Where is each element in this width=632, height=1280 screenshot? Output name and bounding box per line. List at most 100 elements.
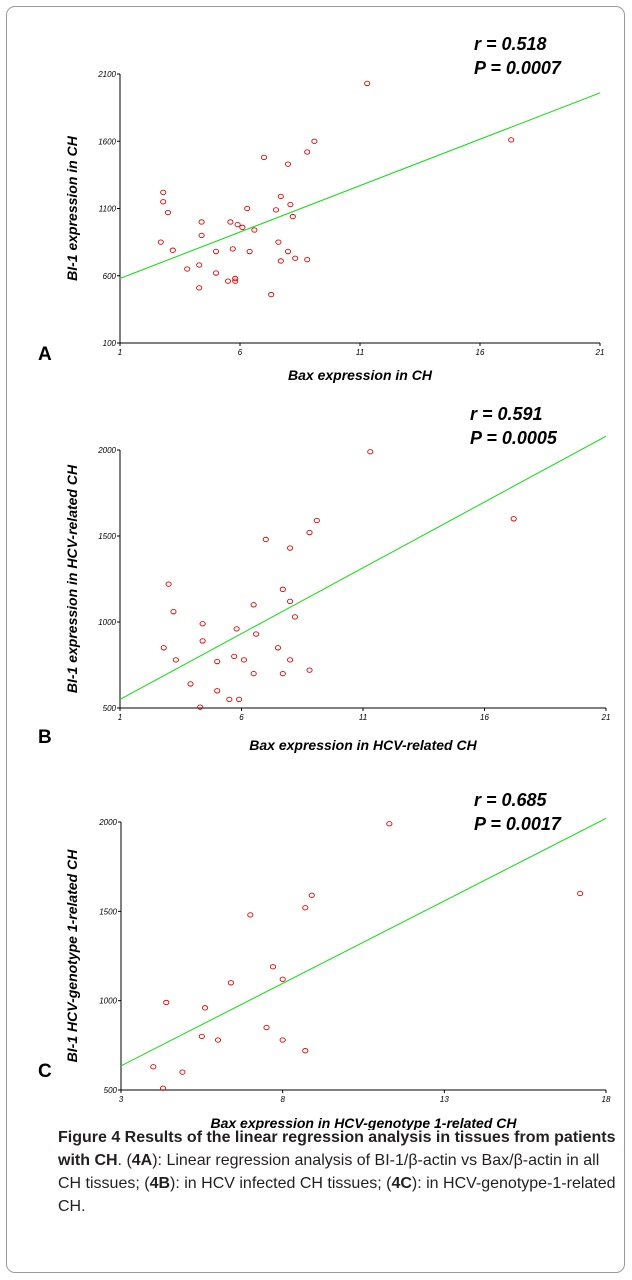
data-point — [253, 631, 260, 637]
data-point — [364, 80, 371, 87]
data-point — [284, 161, 292, 167]
x-tick-label: 1 — [118, 348, 122, 357]
data-point — [247, 912, 254, 918]
data-point — [279, 586, 286, 592]
data-point — [308, 892, 315, 898]
data-point — [226, 696, 233, 703]
data-point — [160, 189, 167, 196]
data-point — [160, 645, 167, 651]
data-point — [287, 657, 294, 663]
caption-text-4: ): in HCV-genotype-1-related CH. — [58, 1175, 616, 1215]
data-point — [577, 890, 584, 897]
data-point — [292, 255, 299, 261]
data-point — [172, 657, 179, 663]
panel-label: A — [38, 344, 52, 365]
data-point — [196, 285, 203, 291]
data-point — [233, 626, 240, 632]
data-point — [508, 137, 515, 143]
x-tick-label: 21 — [595, 348, 605, 357]
x-axis-label: Bax expression in HCV-genotype 1-related… — [210, 1115, 517, 1130]
data-point — [306, 529, 313, 536]
data-point — [277, 193, 284, 200]
caption-ref-4c: 4C — [391, 1175, 412, 1192]
data-point — [244, 205, 251, 212]
data-point — [214, 688, 221, 694]
data-point — [165, 581, 172, 587]
y-tick-label: 2100 — [97, 70, 116, 79]
y-tick-label: 2000 — [97, 446, 116, 455]
stat-p: P = 0.0017 — [474, 814, 562, 834]
data-point — [367, 449, 374, 455]
panel-label: C — [38, 1061, 52, 1082]
data-point — [199, 638, 206, 644]
data-point — [170, 609, 177, 615]
caption-ref-4b: 4B — [149, 1175, 171, 1192]
data-point — [159, 1085, 167, 1091]
caption-text-3: ): in HCV infected CH tissues; ( — [170, 1175, 392, 1192]
data-point — [510, 516, 517, 522]
x-tick-label: 11 — [359, 713, 367, 722]
data-point — [236, 696, 243, 703]
y-axis-label: BI-1 HCV-genotype 1-related CH — [64, 849, 80, 1063]
regression-line — [119, 92, 601, 279]
data-point — [212, 270, 220, 276]
y-tick-label: 500 — [104, 1086, 118, 1095]
stat-r: r = 0.518 — [474, 34, 547, 54]
y-tick-label: 1000 — [99, 997, 117, 1006]
data-point — [313, 517, 320, 524]
data-point — [287, 201, 294, 208]
data-point — [268, 291, 275, 298]
data-point — [306, 667, 313, 673]
y-tick-label: 1600 — [98, 137, 116, 146]
data-point — [150, 1064, 157, 1070]
stat-p: P = 0.0005 — [470, 428, 558, 448]
x-tick-label: 6 — [238, 348, 243, 357]
data-point — [386, 821, 393, 827]
stat-r: r = 0.591 — [470, 404, 543, 424]
data-point — [279, 1037, 286, 1043]
data-point — [302, 905, 309, 911]
data-point — [196, 262, 203, 268]
stat-p: P = 0.0007 — [474, 58, 562, 78]
data-point — [272, 207, 280, 213]
x-tick-label: 13 — [440, 1095, 449, 1104]
data-point — [250, 670, 257, 677]
y-tick-label: 1100 — [99, 205, 117, 214]
data-point — [164, 209, 172, 216]
y-tick-label: 2000 — [98, 818, 117, 827]
x-tick-label: 3 — [119, 1095, 124, 1104]
x-tick-label: 16 — [476, 348, 485, 357]
caption-ref-4a: 4A — [131, 1152, 153, 1169]
x-tick-label: 21 — [601, 713, 611, 722]
y-tick-label: 1000 — [98, 618, 116, 627]
data-point — [198, 219, 205, 225]
data-point — [279, 976, 286, 982]
data-point — [202, 1005, 209, 1011]
data-point — [179, 1069, 186, 1075]
x-tick-label: 18 — [602, 1095, 611, 1104]
figure-frame — [6, 6, 625, 1273]
regression-line — [119, 435, 607, 700]
data-point — [187, 681, 194, 687]
caption-text-2: ): Linear regression analysis of BI-1/β-… — [58, 1152, 600, 1192]
data-point — [287, 598, 294, 605]
data-point — [163, 999, 170, 1006]
data-point — [291, 614, 299, 620]
data-point — [287, 545, 294, 551]
data-point — [227, 219, 234, 225]
data-point — [157, 239, 164, 245]
y-tick-label: 600 — [103, 272, 117, 281]
data-point — [275, 239, 282, 245]
data-point — [262, 536, 269, 543]
x-tick-label: 6 — [239, 713, 244, 722]
data-point — [239, 224, 246, 230]
data-point — [240, 657, 247, 663]
data-point — [289, 213, 296, 220]
data-point — [263, 1024, 270, 1031]
data-point — [160, 199, 167, 205]
data-point — [284, 248, 292, 255]
y-axis-label: BI-1 expression in CH — [64, 135, 80, 281]
panel-label: B — [38, 727, 52, 748]
data-point — [250, 602, 257, 608]
